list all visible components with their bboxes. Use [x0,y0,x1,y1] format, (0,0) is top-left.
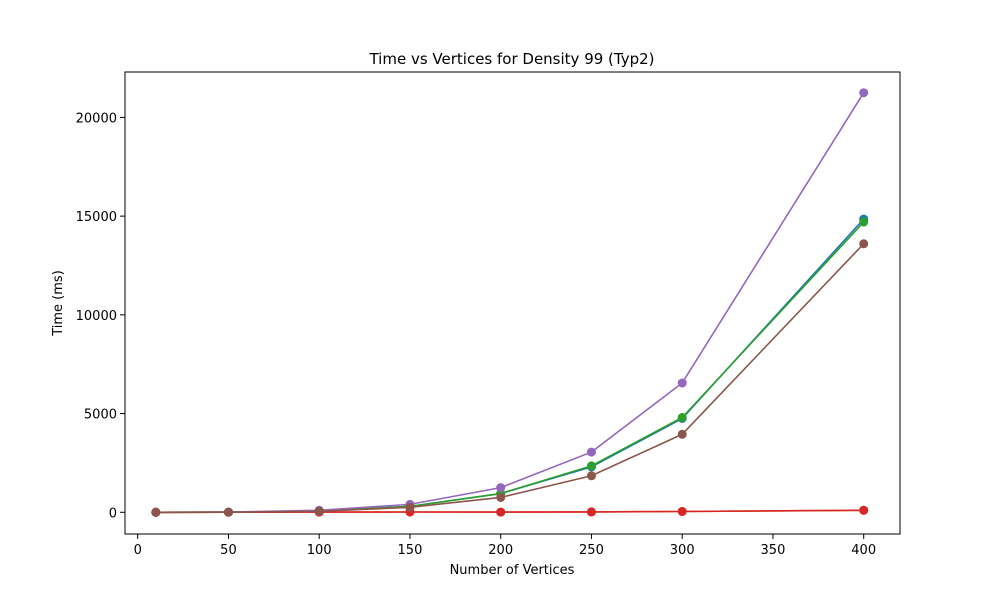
data-point [859,239,869,249]
y-axis-label: Time (ms) [51,270,66,337]
x-axis-ticks: 0 50 100 150 200 250 300 350 400 [134,534,876,558]
data-point [586,447,596,457]
y-tick-label: 10000 [76,309,117,324]
plot-area [125,72,900,534]
y-axis-ticks: 0 5000 10000 15000 20000 [76,111,125,521]
x-tick-label: 150 [398,543,423,558]
x-tick-label: 100 [307,543,332,558]
data-point [677,413,687,423]
data-point [677,429,687,439]
data-point [859,88,869,98]
data-point [586,471,596,481]
chart-marks [151,88,869,517]
x-tick-label: 200 [488,543,513,558]
x-tick-label: 250 [579,543,604,558]
x-tick-label: 350 [761,543,786,558]
x-tick-label: 400 [851,543,876,558]
data-point [859,217,869,227]
data-point [496,507,506,517]
data-point [677,378,687,388]
series-line [155,243,865,514]
data-point [859,505,869,515]
y-tick-label: 5000 [84,408,117,423]
data-point [314,506,324,516]
chart-title: Time vs Vertices for Density 99 (Typ2) [368,50,654,68]
data-point [586,461,596,471]
data-point [677,506,687,516]
axes [124,71,901,535]
y-tick-label: 0 [109,506,117,521]
data-point [223,507,233,517]
data-point [496,492,506,502]
series-5 [151,239,869,517]
plot-frame [124,71,901,535]
data-point [405,502,415,512]
data-point [151,507,161,517]
x-tick-label: 50 [220,543,237,558]
y-tick-label: 20000 [76,111,117,126]
y-tick-label: 15000 [76,210,117,225]
data-point [586,507,596,517]
data-point [496,483,506,493]
x-axis-label: Number of Vertices [450,563,575,578]
x-tick-label: 300 [670,543,695,558]
x-tick-label: 0 [134,543,142,558]
